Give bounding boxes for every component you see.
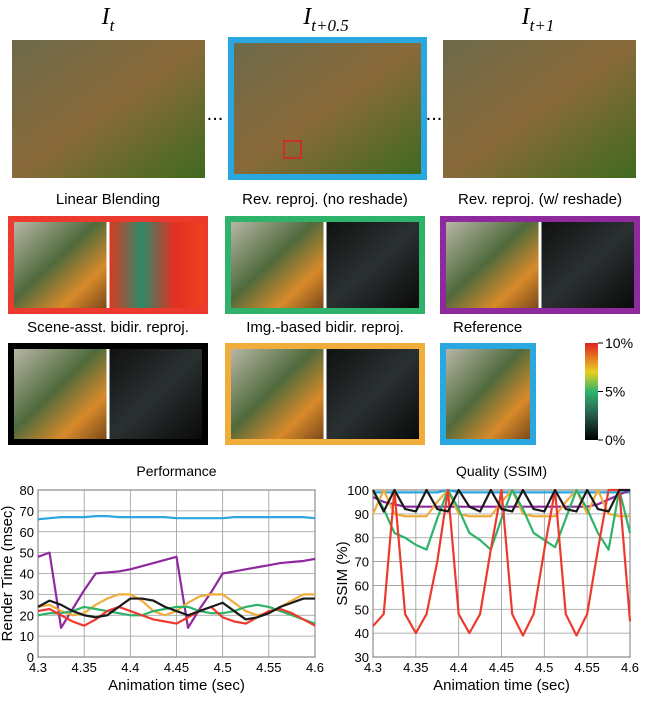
y-tick-label: 30: [20, 587, 34, 602]
panel-image: [14, 349, 107, 439]
y-tick-label: 80: [20, 483, 34, 498]
panel-divider: [107, 349, 110, 439]
x-tick-label: 4.35: [403, 660, 428, 675]
colorbar-label: 10%: [605, 335, 633, 351]
y-tick-label: 90: [355, 507, 369, 522]
y-tick-label: 40: [20, 567, 34, 582]
panel-image: [446, 222, 539, 308]
frame-subscript: t+0.5: [311, 16, 348, 35]
y-axis-label: SSIM (%): [334, 541, 351, 605]
error-image: [327, 349, 420, 439]
chart-title: Quality (SSIM): [456, 463, 547, 479]
y-tick-label: 50: [355, 602, 369, 617]
x-tick-label: 4.35: [72, 660, 97, 675]
x-axis-label: Animation time (sec): [433, 677, 570, 694]
panel-divider: [324, 349, 327, 439]
x-tick-label: 4.45: [489, 660, 514, 675]
panel-divider: [539, 222, 542, 308]
x-tick-label: 4.4: [450, 660, 468, 675]
panel-label: Img.-based bidir. reproj.: [246, 319, 404, 336]
frame-image: [443, 40, 636, 178]
panel-label: Rev. reproj. (no reshade): [242, 191, 408, 208]
x-tick-label: 4.5: [535, 660, 553, 675]
y-tick-label: 70: [355, 555, 369, 570]
y-tick-label: 40: [355, 626, 369, 641]
panel-label: Reference: [453, 319, 522, 336]
x-tick-label: 4.55: [256, 660, 281, 675]
panel-image: [446, 349, 530, 439]
panel-image: [231, 349, 324, 439]
frame-subscript: t+1: [530, 16, 555, 35]
y-tick-label: 10: [20, 629, 34, 644]
y-tick-label: 20: [20, 608, 34, 623]
ellipsis: ...: [426, 103, 443, 125]
error-image: [327, 222, 420, 308]
x-tick-label: 4.55: [575, 660, 600, 675]
ellipsis: ...: [207, 103, 224, 125]
frame-label: It+0.5: [302, 4, 348, 35]
error-image: [110, 349, 203, 439]
y-tick-label: 80: [355, 531, 369, 546]
error-image: [110, 222, 203, 308]
panel-image: [14, 222, 107, 308]
x-axis-label: Animation time (sec): [108, 677, 245, 694]
y-tick-label: 100: [347, 483, 369, 498]
colorbar: [585, 343, 598, 440]
y-tick-label: 60: [20, 525, 34, 540]
y-tick-label: 50: [20, 546, 34, 561]
panel-label: Scene-asst. bidir. reproj.: [27, 319, 189, 336]
colorbar-label: 5%: [605, 384, 625, 400]
colorbar-label: 0%: [605, 432, 625, 448]
error-image: [542, 222, 635, 308]
frame-label: It+1: [521, 4, 555, 35]
panel-divider: [107, 222, 110, 308]
frame-image: [12, 40, 205, 178]
figure: It It+0.5 It+1 ... ... Linear Blending Rev.…: [0, 0, 662, 703]
panel-label: Rev. reproj. (w/ reshade): [458, 191, 622, 208]
panel-label: Linear Blending: [56, 191, 160, 208]
panel-image: [231, 222, 324, 308]
frame-image: [234, 43, 421, 174]
x-tick-label: 4.3: [29, 660, 47, 675]
y-tick-label: 60: [355, 578, 369, 593]
x-tick-label: 4.6: [306, 660, 324, 675]
y-axis-label: Render Time (msec): [0, 506, 16, 642]
frame-subscript: t: [110, 16, 116, 35]
x-tick-label: 4.6: [621, 660, 639, 675]
x-tick-label: 4.3: [364, 660, 382, 675]
x-tick-label: 4.4: [121, 660, 139, 675]
chart-title: Performance: [136, 463, 216, 479]
frame-label: It: [101, 4, 116, 35]
x-tick-label: 4.5: [214, 660, 232, 675]
y-tick-label: 70: [20, 504, 34, 519]
x-tick-label: 4.45: [164, 660, 189, 675]
panel-divider: [324, 222, 327, 308]
